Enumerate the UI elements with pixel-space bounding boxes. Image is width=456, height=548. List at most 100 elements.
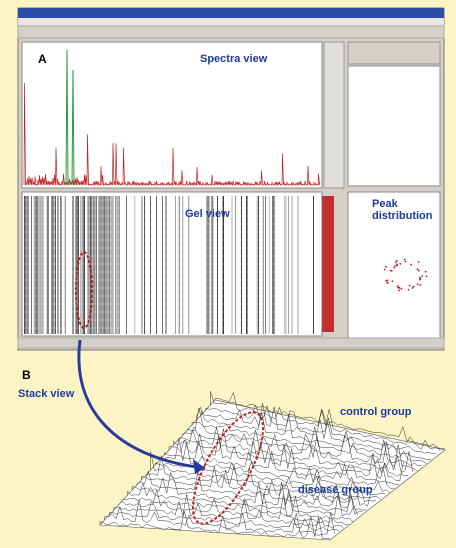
gel-band bbox=[42, 196, 43, 334]
gel-band bbox=[60, 196, 61, 334]
gel-band bbox=[284, 196, 285, 334]
gel-band bbox=[232, 196, 233, 334]
gel-band bbox=[110, 196, 111, 334]
gel-band bbox=[88, 196, 89, 334]
peak-title: Peak distribution bbox=[372, 198, 432, 222]
gel-band bbox=[25, 196, 26, 334]
peak-dot bbox=[419, 277, 421, 279]
gel-band bbox=[182, 196, 183, 334]
peak-dot bbox=[397, 285, 399, 287]
gel-band bbox=[40, 196, 41, 334]
gel-band bbox=[109, 196, 110, 334]
stack-title: Stack view bbox=[18, 388, 74, 400]
peak-dot bbox=[392, 280, 394, 282]
gel-band bbox=[24, 196, 25, 334]
gel-band bbox=[175, 196, 176, 334]
peak-dot bbox=[417, 283, 419, 285]
gel-band bbox=[102, 196, 103, 334]
gel-band bbox=[28, 196, 29, 334]
gel-band bbox=[142, 196, 143, 334]
gel-band bbox=[257, 196, 258, 334]
peak-dot bbox=[420, 284, 422, 286]
disease-label: disease group bbox=[298, 484, 373, 496]
peak-dot bbox=[396, 265, 398, 267]
gel-band bbox=[274, 196, 275, 334]
gel-band bbox=[47, 196, 48, 334]
peak-dot bbox=[400, 288, 402, 290]
peak-dot bbox=[390, 270, 392, 272]
gel-band bbox=[83, 196, 84, 334]
gel-band bbox=[65, 196, 66, 334]
gel-band bbox=[76, 196, 77, 334]
gel-band bbox=[98, 196, 99, 334]
peak-table bbox=[348, 66, 440, 186]
gel-band bbox=[95, 196, 96, 334]
gel-band bbox=[116, 196, 117, 334]
panel-label: B bbox=[22, 368, 31, 382]
gel-band bbox=[150, 196, 151, 334]
peak-dot bbox=[404, 258, 406, 260]
peak-dot bbox=[417, 268, 419, 270]
gel-band bbox=[286, 196, 287, 334]
gel-band bbox=[134, 196, 135, 334]
gel-band bbox=[35, 196, 36, 334]
peak-dot bbox=[399, 263, 401, 265]
gel-band bbox=[118, 196, 119, 334]
panel-label: A bbox=[38, 52, 47, 66]
title-bar bbox=[18, 8, 444, 18]
peak-dot bbox=[413, 286, 415, 288]
gel-band bbox=[82, 196, 83, 334]
gel-band bbox=[55, 196, 56, 334]
peak-dot bbox=[396, 260, 398, 262]
gel-band bbox=[179, 196, 180, 334]
figure: A Spectra view Gel view Peak distributio… bbox=[0, 0, 456, 548]
peak-dot bbox=[409, 285, 411, 287]
gel-band bbox=[246, 196, 247, 334]
peak-dot bbox=[398, 287, 400, 289]
gel-band bbox=[43, 196, 44, 334]
gel-title: Gel view bbox=[185, 208, 230, 220]
gel-band bbox=[100, 196, 101, 334]
gel-band bbox=[288, 196, 289, 334]
figure-art bbox=[0, 0, 456, 548]
peak-dot bbox=[408, 289, 410, 291]
gel-band bbox=[103, 196, 104, 334]
peak-dot bbox=[398, 289, 400, 291]
gel-band bbox=[235, 196, 236, 334]
gel-band bbox=[112, 196, 113, 334]
peak-dot bbox=[395, 261, 397, 263]
peak-dot bbox=[425, 271, 427, 273]
gel-band bbox=[80, 196, 81, 334]
gel-band bbox=[265, 196, 266, 334]
gel-band bbox=[162, 196, 163, 334]
gel-band bbox=[96, 196, 97, 334]
gel-band bbox=[52, 196, 53, 334]
peak-dot bbox=[394, 265, 396, 267]
gel-band bbox=[126, 196, 127, 334]
gel-colorbar bbox=[322, 196, 334, 332]
toolbar[interactable] bbox=[18, 26, 444, 38]
gel-band bbox=[241, 196, 242, 334]
status-bar bbox=[18, 338, 444, 348]
gel-band bbox=[48, 196, 49, 334]
gel-band bbox=[61, 196, 62, 334]
peak-dot bbox=[393, 267, 395, 269]
peak-dot bbox=[410, 264, 412, 266]
peak-dot bbox=[411, 287, 413, 289]
gel-band bbox=[101, 196, 102, 334]
gel-band bbox=[26, 196, 27, 334]
gel-band bbox=[34, 196, 35, 334]
gel-band bbox=[106, 196, 107, 334]
control-label: control group bbox=[340, 406, 412, 418]
gel-band bbox=[263, 196, 264, 334]
peak-dot bbox=[426, 275, 428, 277]
spectra-title: Spectra view bbox=[200, 53, 267, 65]
gel-band bbox=[269, 196, 270, 334]
gel-band bbox=[144, 196, 145, 334]
peak-dot bbox=[387, 282, 389, 284]
peak-dot bbox=[387, 279, 389, 281]
gel-band bbox=[104, 196, 105, 334]
gel-band bbox=[258, 196, 259, 334]
gel-band bbox=[313, 196, 314, 334]
peak-dot bbox=[385, 266, 387, 268]
